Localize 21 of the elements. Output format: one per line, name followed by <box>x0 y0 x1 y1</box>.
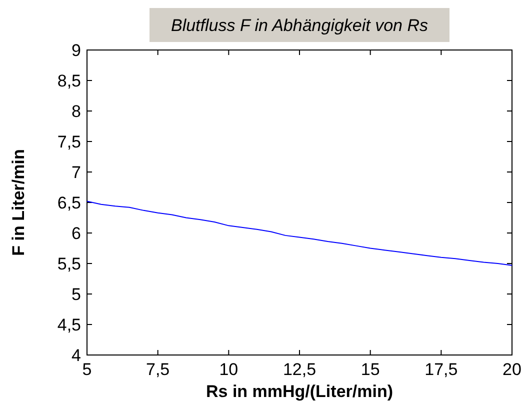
y-tick-label: 7,5 <box>57 132 81 152</box>
y-tick-label: 5 <box>72 285 81 304</box>
chart-title: Blutfluss F in Abhängigkeit von Rs <box>170 16 429 35</box>
y-tick-label: 6 <box>72 224 81 243</box>
line-series <box>86 200 512 266</box>
x-tick-label: 7,5 <box>146 360 170 379</box>
x-tick-label: 20 <box>502 360 522 379</box>
y-tick-label: 7 <box>72 163 81 182</box>
y-tick-label: 8 <box>72 102 81 121</box>
y-tick-label: 9 <box>72 41 81 60</box>
y-axis-title: F in Liter/min <box>9 149 28 256</box>
y-tick-label: 8,5 <box>57 72 81 90</box>
x-tick-label: 17,5 <box>424 360 458 379</box>
y-tick-label: 6,5 <box>57 194 81 212</box>
x-tick-label: 15 <box>360 360 380 379</box>
y-tick-label: 4,5 <box>57 316 81 334</box>
x-tick-label: 10 <box>219 360 238 379</box>
x-axis-title: Rs in mmHg/(Liter/min) <box>206 382 394 401</box>
y-tick-label: 5,5 <box>57 254 81 274</box>
y-tick-label: 4 <box>72 346 81 365</box>
x-tick-label: 12,5 <box>282 360 316 379</box>
